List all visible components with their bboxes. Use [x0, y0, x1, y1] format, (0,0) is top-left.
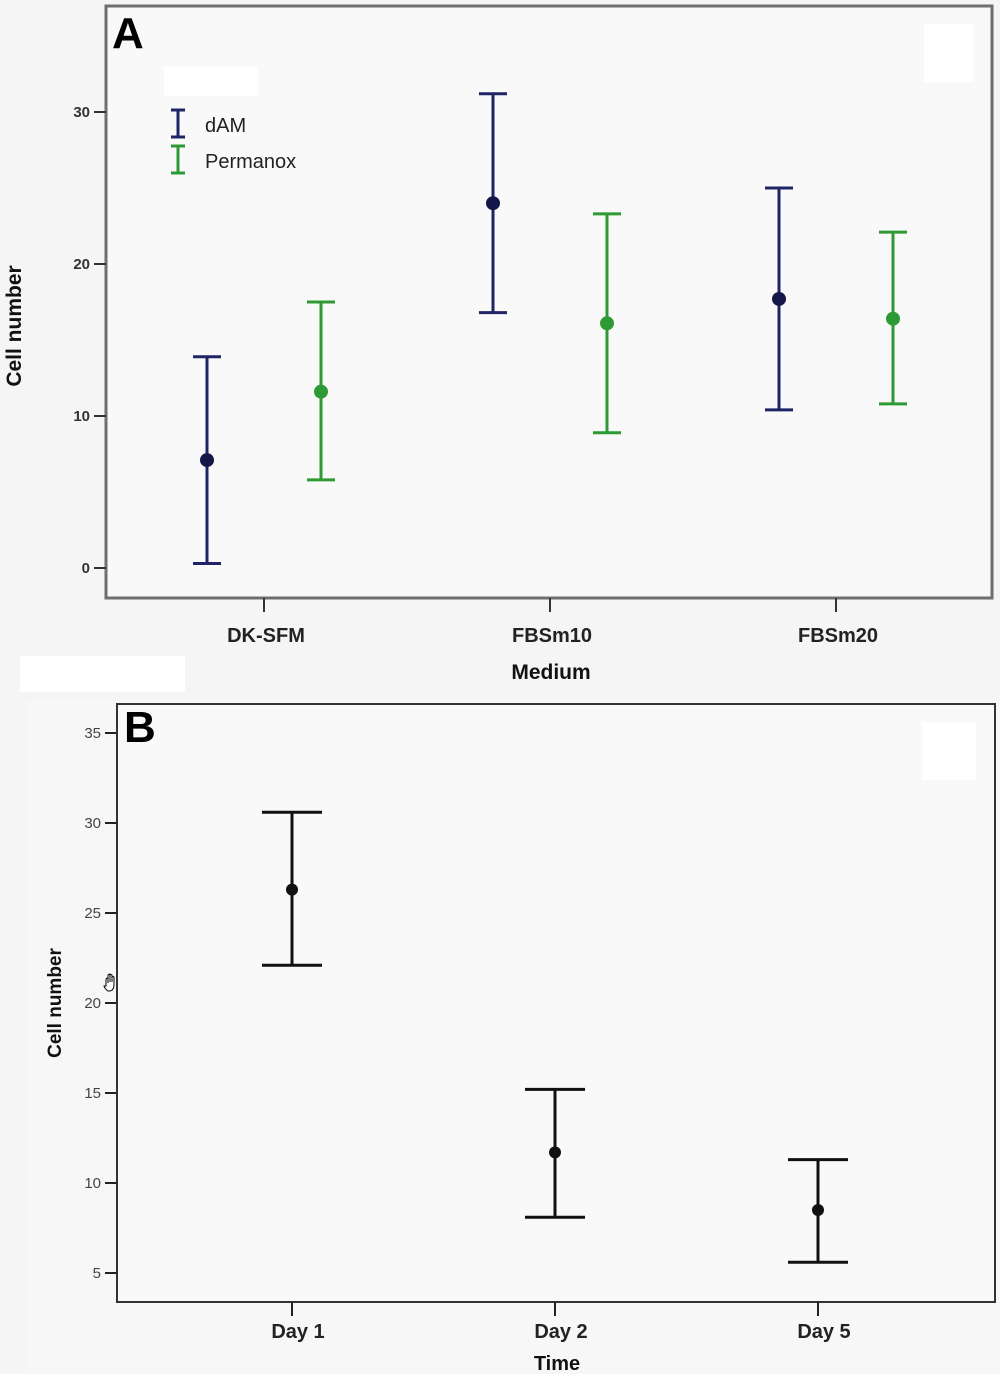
legend-label-dam: dAM: [205, 115, 246, 137]
mean-point: [486, 196, 500, 211]
b-y-tick-label: 20: [84, 995, 101, 1012]
b-y-tick-label: 15: [84, 1085, 101, 1102]
mask-between-panels: [20, 656, 185, 692]
errorbar-dam-fbsm10: [479, 92, 507, 315]
panel-a-legend: dAM Permanox: [171, 108, 296, 175]
panel-a-x-axis-title: Medium: [511, 661, 590, 684]
panel-b-x-axis: Day 1 Day 2 Day 5: [271, 1302, 851, 1343]
panel-b-letter: B: [124, 703, 156, 752]
mean-point: [314, 384, 328, 399]
b-y-tick-label: 30: [84, 815, 101, 832]
panel-a-x-axis: DK-SFM FBSm10 FBSm20: [227, 598, 878, 647]
panel-b-y-axis: 5 10 15 20 25 30 35: [84, 725, 117, 1282]
errorbar-permanox-fbsm10: [593, 212, 621, 435]
a-y-tick-label: 0: [82, 560, 90, 577]
errorbar-permanox-dk-sfm: [307, 300, 335, 482]
legend-item-dam: dAM: [171, 108, 246, 139]
errorbar-dam-dk-sfm: [193, 355, 221, 565]
b-y-tick-label: 5: [93, 1265, 101, 1282]
panel-b-y-axis-title: Cell number: [45, 948, 66, 1058]
b-y-tick-label: 10: [84, 1175, 101, 1192]
mean-point: [286, 883, 298, 896]
a-y-tick-label: 10: [73, 408, 90, 425]
panel-a-plot-area: [104, 4, 994, 600]
legend-errorbar-icon-permanox: [171, 144, 185, 175]
panel-b-marks: [262, 810, 848, 1264]
errorbar-cell-number-day-5: [788, 1158, 848, 1264]
a-x-tick-label: DK-SFM: [227, 625, 305, 647]
mean-point: [200, 453, 214, 468]
a-x-tick-label: FBSm20: [798, 625, 878, 647]
a-x-tick-label: FBSm10: [512, 625, 592, 647]
panel-a-letter: A: [112, 9, 144, 58]
panel-a: A 0 10 20 30 DK-SFM FBSm10 FBSm20 dAM Permano…: [3, 4, 994, 684]
errorbar-cell-number-day-1: [262, 810, 322, 967]
mean-point: [549, 1146, 561, 1159]
b-x-tick-label: Day 1: [271, 1321, 324, 1343]
a-y-tick-label: 20: [73, 256, 90, 273]
b-x-tick-label: Day 2: [534, 1321, 587, 1343]
errorbar-dam-fbsm20: [765, 186, 793, 412]
panel-a-mask-legend-title: [164, 66, 258, 96]
b-x-tick-label: Day 5: [797, 1321, 850, 1343]
panel-b: B 5 10 15 20 25 30 35 Day 1 Day 2 Day 5 Cell num…: [26, 700, 1000, 1374]
b-y-tick-label: 35: [84, 725, 101, 742]
mean-point: [886, 311, 900, 326]
errorbar-cell-number-day-2: [525, 1087, 585, 1219]
panel-b-mask-top-right: [922, 722, 976, 780]
panel-a-mask-top-right: [924, 24, 974, 82]
hand-grab-cursor-icon: [103, 973, 115, 992]
legend-label-permanox: Permanox: [205, 151, 296, 173]
panel-b-x-axis-title: Time: [534, 1353, 580, 1374]
mean-point: [812, 1204, 824, 1216]
mean-point: [772, 291, 786, 306]
mean-point: [600, 316, 614, 331]
errorbar-permanox-fbsm20: [879, 230, 907, 406]
panel-a-marks: [193, 92, 907, 565]
b-y-tick-label: 25: [84, 905, 101, 922]
panel-a-y-axis-title: Cell number: [3, 265, 26, 386]
panel-a-y-axis: 0 10 20 30: [73, 104, 106, 577]
legend-item-permanox: Permanox: [171, 144, 296, 175]
a-y-tick-label: 30: [73, 104, 90, 121]
legend-errorbar-icon-dam: [171, 108, 185, 139]
